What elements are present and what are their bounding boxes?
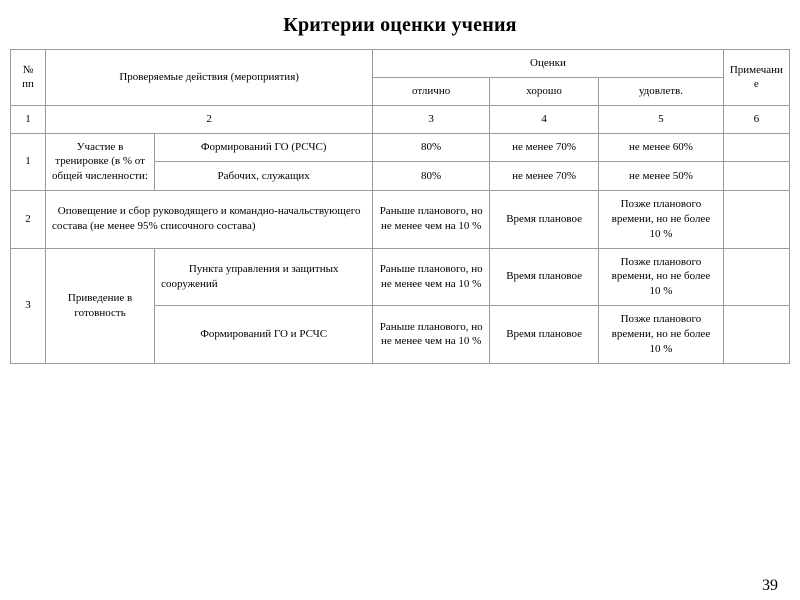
cell-sat: не менее 50% [599,162,724,191]
table-header-row: № пп Проверяемые действия (мероприятия) … [11,50,790,78]
row-num: 3 [11,248,46,363]
row-sub: Пункта управления и защитных сооружений [155,248,373,306]
cell-note [723,248,789,306]
cell-excellent: Раньше планового, но не менее чем на 10 … [373,191,490,249]
table-row: 2 Оповещение и сбор руководящего и коман… [11,191,790,249]
index-cell: 5 [599,105,724,133]
page-number: 39 [762,577,778,595]
page-title: Критерии оценки учения [10,14,790,37]
header-grade-sat: удовлетв. [599,77,724,105]
cell-excellent: Раньше планового, но не менее чем на 10 … [373,248,490,306]
row-sub: Рабочих, служащих [155,162,373,191]
cell-note [723,162,789,191]
row-sub: Формирований ГО (РСЧС) [155,133,373,162]
cell-good: не менее 70% [490,133,599,162]
cell-excellent: 80% [373,162,490,191]
index-cell: 2 [46,105,373,133]
row-action: Приведение в готовность [46,248,155,363]
table-row: 3 Приведение в готовность Пункта управле… [11,248,790,306]
index-cell: 3 [373,105,490,133]
row-sub: Формирований ГО и РСЧС [155,306,373,364]
row-num: 2 [11,191,46,249]
index-cell: 4 [490,105,599,133]
cell-note [723,306,789,364]
cell-excellent: Раньше планового, но не менее чем на 10 … [373,306,490,364]
cell-good: Время плановое [490,191,599,249]
index-cell: 6 [723,105,789,133]
cell-note [723,191,789,249]
criteria-table: № пп Проверяемые действия (мероприятия) … [10,49,790,364]
header-actions: Проверяемые действия (мероприятия) [46,50,373,106]
index-cell: 1 [11,105,46,133]
table-index-row: 1 2 3 4 5 6 [11,105,790,133]
row-num: 1 [11,133,46,191]
header-grades: Оценки [373,50,724,78]
row-action: Участие в тренировке (в % от общей числе… [46,133,155,191]
cell-sat: Позже планового времени, но не более 10 … [599,248,724,306]
header-grade-excellent: отлично [373,77,490,105]
page: Критерии оценки учения № пп Проверяемые … [0,0,800,600]
row-action: Оповещение и сбор руководящего и командн… [46,191,373,249]
cell-good: Время плановое [490,248,599,306]
cell-good: не менее 70% [490,162,599,191]
cell-good: Время плановое [490,306,599,364]
header-num: № пп [11,50,46,106]
header-note: Примечание [723,50,789,106]
cell-excellent: 80% [373,133,490,162]
cell-sat: не менее 60% [599,133,724,162]
table-row: 1 Участие в тренировке (в % от общей чис… [11,133,790,162]
cell-sat: Позже планового времени, но не более 10 … [599,191,724,249]
cell-note [723,133,789,162]
header-grade-good: хорошо [490,77,599,105]
cell-sat: Позже планового времени, но не более 10 … [599,306,724,364]
